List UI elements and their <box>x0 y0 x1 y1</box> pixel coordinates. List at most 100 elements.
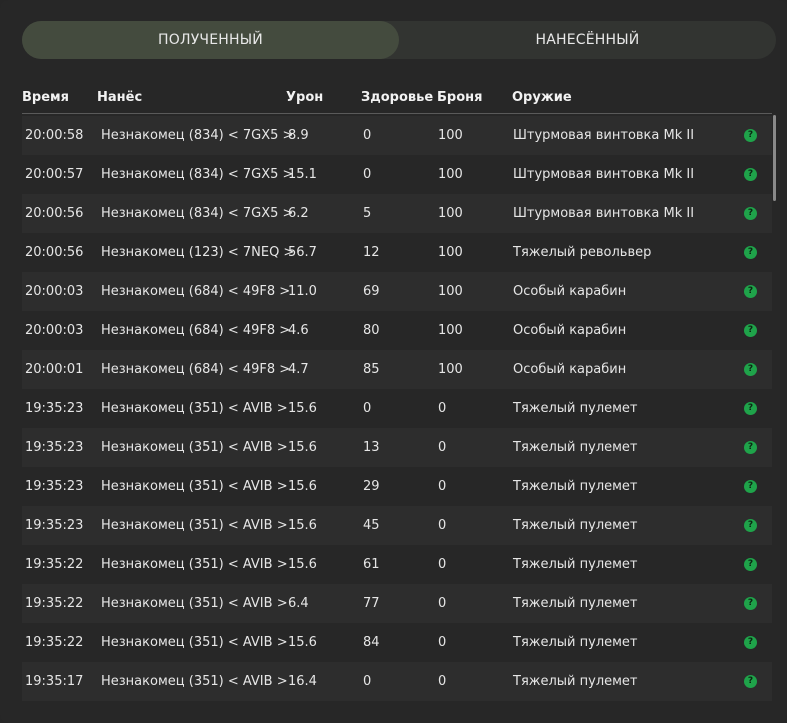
column-header-damage: Урон <box>286 90 324 105</box>
cell-time: 19:35:22 <box>25 635 84 650</box>
help-icon[interactable]: ? <box>744 441 757 454</box>
table-row: 19:35:23 Незнакомец (351) < AVIB >15.6 45 0… <box>22 506 772 545</box>
cell-dealt-by: Незнакомец (834) < 7GX5 > <box>101 128 294 143</box>
cell-dealt-by: Незнакомец (351) < AVIB > <box>101 557 288 572</box>
help-icon[interactable]: ? <box>744 636 757 649</box>
table-row: 20:00:03 Незнакомец (684) < 49F8 >4.6 80 10… <box>22 311 772 350</box>
cell-health: 85 <box>363 362 380 377</box>
cell-damage: 15.6 <box>288 440 317 455</box>
cell-health: 13 <box>363 440 380 455</box>
cell-dealt-by: Незнакомец (684) < 49F8 > <box>101 362 291 377</box>
help-icon[interactable]: ? <box>744 363 757 376</box>
help-icon[interactable]: ? <box>744 168 757 181</box>
cell-health: 77 <box>363 596 380 611</box>
cell-weapon: Тяжелый пулемет <box>513 635 638 650</box>
table-row: 19:35:23 Незнакомец (351) < AVIB >15.6 29 0… <box>22 467 772 506</box>
cell-time: 20:00:03 <box>25 323 84 338</box>
column-header-armor: Броня <box>437 90 483 105</box>
cell-damage: 6.2 <box>288 206 309 221</box>
table-row: 20:00:56 Незнакомец (123) < 7NEQ >56.7 12 1… <box>22 233 772 272</box>
scrollbar-thumb[interactable] <box>773 115 776 201</box>
damage-table-body[interactable]: 20:00:58 Незнакомец (834) < 7GX5 >8.9 0 100… <box>22 114 772 723</box>
cell-armor: 100 <box>438 362 463 377</box>
cell-time: 20:00:01 <box>25 362 84 377</box>
cell-weapon: Тяжелый пулемет <box>513 440 638 455</box>
cell-dealt-by: Незнакомец (684) < 49F8 > <box>101 323 291 338</box>
cell-dealt-by: Незнакомец (351) < AVIB > <box>101 479 288 494</box>
help-icon[interactable]: ? <box>744 597 757 610</box>
column-header-dealt-by: Нанёс <box>97 90 143 105</box>
help-icon[interactable]: ? <box>744 519 757 532</box>
cell-damage: 15.6 <box>288 518 317 533</box>
cell-weapon: Особый карабин <box>513 362 627 377</box>
help-icon[interactable]: ? <box>744 246 757 259</box>
cell-dealt-by: Незнакомец (351) < AVIB > <box>101 401 288 416</box>
cell-damage: 4.7 <box>288 362 309 377</box>
cell-time: 20:00:56 <box>25 245 84 260</box>
cell-time: 19:35:23 <box>25 401 84 416</box>
cell-health: 12 <box>363 245 380 260</box>
table-row: 20:00:57 Незнакомец (834) < 7GX5 >15.1 0 10… <box>22 155 772 194</box>
cell-health: 0 <box>363 167 372 182</box>
cell-time: 19:35:23 <box>25 518 84 533</box>
table-row: 19:35:23 Незнакомец (351) < AVIB >15.6 0 0 Т… <box>22 389 772 428</box>
cell-time: 19:35:23 <box>25 479 84 494</box>
cell-weapon: Штурмовая винтовка Mk II <box>513 206 695 221</box>
cell-weapon: Штурмовая винтовка Mk II <box>513 167 695 182</box>
cell-weapon: Тяжелый пулемет <box>513 557 638 572</box>
cell-time: 19:35:17 <box>25 674 84 689</box>
cell-damage: 4.6 <box>288 323 309 338</box>
cell-weapon: Тяжелый пулемет <box>513 401 638 416</box>
cell-damage: 16.4 <box>288 674 317 689</box>
tab-received[interactable]: ПОЛУЧЕННЫЙ <box>22 21 399 59</box>
cell-armor: 100 <box>438 284 463 299</box>
cell-dealt-by: Незнакомец (351) < AVIB > <box>101 518 288 533</box>
cell-damage: 15.6 <box>288 557 317 572</box>
cell-dealt-by: Незнакомец (351) < AVIB > <box>101 440 288 455</box>
tab-dealt[interactable]: НАНЕСЁННЫЙ <box>535 32 640 48</box>
cell-armor: 0 <box>438 635 447 650</box>
cell-damage: 11.0 <box>288 284 317 299</box>
cell-armor: 100 <box>438 245 463 260</box>
help-icon[interactable]: ? <box>744 558 757 571</box>
help-icon[interactable]: ? <box>744 402 757 415</box>
cell-dealt-by: Незнакомец (684) < 49F8 > <box>101 284 291 299</box>
table-header: Время Нанёс Урон Здоровье Броня Оружие <box>0 86 772 112</box>
cell-armor: 0 <box>438 440 447 455</box>
cell-dealt-by: Незнакомец (351) < AVIB > <box>101 635 288 650</box>
cell-armor: 0 <box>438 518 447 533</box>
cell-weapon: Тяжелый пулемет <box>513 596 638 611</box>
cell-dealt-by: Незнакомец (351) < AVIB > <box>101 596 288 611</box>
cell-armor: 100 <box>438 167 463 182</box>
column-header-weapon: Оружие <box>512 90 572 105</box>
cell-armor: 100 <box>438 206 463 221</box>
cell-armor: 100 <box>438 323 463 338</box>
cell-armor: 0 <box>438 674 447 689</box>
cell-health: 80 <box>363 323 380 338</box>
help-icon[interactable]: ? <box>744 207 757 220</box>
help-icon[interactable]: ? <box>744 129 757 142</box>
cell-time: 20:00:56 <box>25 206 84 221</box>
help-icon[interactable]: ? <box>744 675 757 688</box>
cell-dealt-by: Незнакомец (834) < 7GX5 > <box>101 206 294 221</box>
cell-armor: 0 <box>438 401 447 416</box>
cell-armor: 0 <box>438 596 447 611</box>
cell-time: 20:00:58 <box>25 128 84 143</box>
table-row: 19:35:22 Незнакомец (351) < AVIB >6.4 77 0 Т… <box>22 584 772 623</box>
cell-health: 0 <box>363 128 372 143</box>
cell-health: 45 <box>363 518 380 533</box>
column-header-time: Время <box>22 90 70 105</box>
table-row: 19:35:23 Незнакомец (351) < AVIB >15.6 13 0… <box>22 428 772 467</box>
cell-time: 19:35:23 <box>25 440 84 455</box>
cell-damage: 8.9 <box>288 128 309 143</box>
help-icon[interactable]: ? <box>744 285 757 298</box>
help-icon[interactable]: ? <box>744 324 757 337</box>
help-icon[interactable]: ? <box>744 480 757 493</box>
cell-damage: 15.1 <box>288 167 317 182</box>
cell-weapon: Особый карабин <box>513 323 627 338</box>
cell-health: 5 <box>363 206 372 221</box>
cell-dealt-by: Незнакомец (123) < 7NEQ > <box>101 245 295 260</box>
cell-health: 0 <box>363 674 372 689</box>
cell-weapon: Тяжелый револьвер <box>513 245 652 260</box>
